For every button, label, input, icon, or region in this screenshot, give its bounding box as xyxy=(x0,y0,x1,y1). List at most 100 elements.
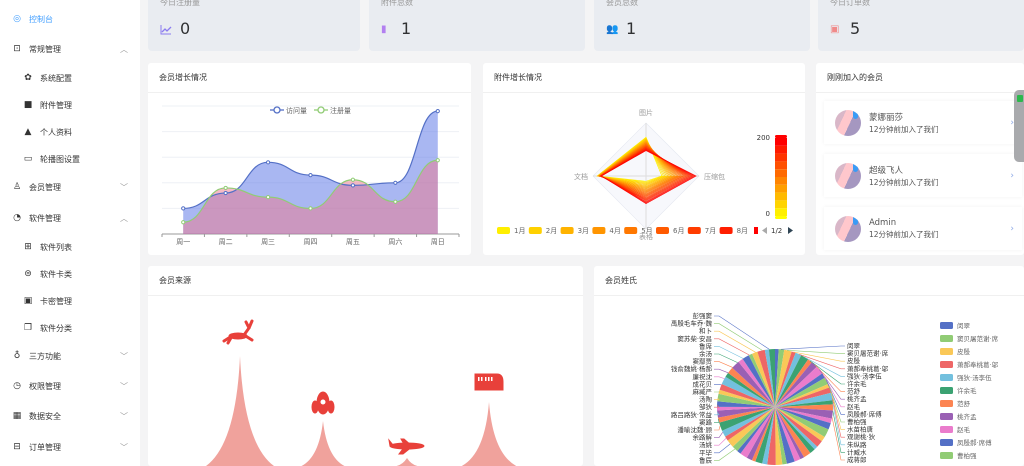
legend-marker[interactable] xyxy=(940,335,953,342)
legend-marker[interactable] xyxy=(940,426,953,433)
legend-marker[interactable] xyxy=(687,227,701,234)
pie-slice[interactable] xyxy=(719,407,775,431)
pie-slice[interactable] xyxy=(775,407,833,419)
data-point[interactable] xyxy=(181,206,186,211)
pie-slice[interactable] xyxy=(748,353,775,407)
data-point[interactable] xyxy=(265,195,271,200)
pie-slice[interactable] xyxy=(775,349,792,407)
legend-label[interactable]: 范舒 xyxy=(957,399,971,408)
sidebar-item[interactable]: ⊡ 常规管理 ︿ xyxy=(0,38,140,60)
pie-slice[interactable] xyxy=(746,407,775,461)
data-point[interactable] xyxy=(393,180,398,185)
sidebar-item[interactable]: ♙ 会员管理 ﹀ xyxy=(0,176,140,198)
pie-slice[interactable] xyxy=(740,407,775,458)
pie-slice[interactable] xyxy=(775,349,785,407)
pie-slice[interactable] xyxy=(732,407,775,451)
member-list-item[interactable]: 蒙娜丽莎 12分钟前加入了我们 › xyxy=(824,101,1022,144)
pie-slice[interactable] xyxy=(718,389,775,407)
legend-label[interactable]: 8月 xyxy=(737,227,748,235)
pie-slice[interactable] xyxy=(755,407,775,464)
pie-slice[interactable] xyxy=(775,407,815,453)
member-list-item[interactable]: 超级飞人 12分钟前加入了我们 › xyxy=(824,154,1022,197)
legend-label[interactable]: 皮殷 xyxy=(957,347,971,356)
pie-slice[interactable] xyxy=(757,349,775,407)
data-point[interactable] xyxy=(350,177,356,182)
legend-label[interactable]: 注册量 xyxy=(330,106,351,115)
pie-slice[interactable] xyxy=(775,366,823,407)
data-point[interactable] xyxy=(265,160,271,165)
visual-map-handle[interactable] xyxy=(775,216,787,219)
data-point[interactable] xyxy=(308,173,313,178)
legend-marker[interactable] xyxy=(317,106,325,114)
sidebar-item[interactable]: ⊟ 订单管理 ﹀ xyxy=(0,436,140,458)
floating-widget[interactable] xyxy=(1014,90,1024,162)
legend-label[interactable]: 强狄·汤李伍 xyxy=(957,373,992,382)
pictorial-bar[interactable] xyxy=(396,458,418,466)
legend-label[interactable]: 7月 xyxy=(705,227,716,235)
legend-marker[interactable] xyxy=(940,322,953,329)
pie-slice[interactable] xyxy=(775,383,830,407)
legend-label[interactable]: 2月 xyxy=(546,227,557,235)
pie-slice[interactable] xyxy=(717,407,775,423)
legend-label[interactable]: 4月 xyxy=(609,227,620,235)
legend-marker[interactable] xyxy=(940,452,953,459)
pictorial-bar[interactable] xyxy=(301,421,345,466)
sidebar-item[interactable]: ▲ 个人资料 xyxy=(0,121,140,143)
visual-map-handle[interactable] xyxy=(775,135,787,138)
legend-marker[interactable] xyxy=(592,227,606,234)
pie-slice[interactable] xyxy=(752,351,775,407)
legend-label[interactable]: 曹柏强 xyxy=(957,451,977,460)
pie-slice[interactable] xyxy=(775,407,831,430)
legend-label[interactable]: 1月 xyxy=(514,227,525,235)
legend-marker[interactable] xyxy=(528,227,542,234)
pie-slice[interactable] xyxy=(775,359,812,407)
legend-marker[interactable] xyxy=(656,227,669,234)
pie-slice[interactable] xyxy=(775,407,795,464)
legend-label[interactable]: 访问量 xyxy=(286,106,307,115)
legend-label[interactable]: 许余毛 xyxy=(957,386,977,395)
legend-marker[interactable] xyxy=(940,348,953,355)
pie-slice[interactable] xyxy=(775,407,801,462)
pie-slice[interactable] xyxy=(719,383,775,407)
pie-slice[interactable] xyxy=(742,355,775,407)
legend-next-icon[interactable] xyxy=(788,227,793,234)
legend-marker[interactable] xyxy=(940,361,953,368)
legend-label[interactable]: 5月 xyxy=(641,227,652,235)
pie-slice[interactable] xyxy=(762,407,775,465)
sidebar-item[interactable]: ▦ 数据安全 ﹀ xyxy=(0,405,140,427)
pie-slice[interactable] xyxy=(775,400,833,407)
data-point[interactable] xyxy=(181,220,186,225)
pie-slice[interactable] xyxy=(751,407,775,462)
member-list-item[interactable]: Admin 12分钟前加入了我们 › xyxy=(824,207,1022,250)
data-point[interactable] xyxy=(223,185,228,191)
legend-label[interactable]: 桃齐孟 xyxy=(957,412,977,421)
legend-marker[interactable] xyxy=(940,439,953,446)
pie-slice[interactable] xyxy=(717,406,775,411)
pie-slice[interactable] xyxy=(717,393,775,407)
legend-prev-icon[interactable] xyxy=(762,227,767,234)
data-point[interactable] xyxy=(223,190,228,196)
data-point[interactable] xyxy=(435,109,440,114)
pie-slice[interactable] xyxy=(721,376,775,407)
pie-slice[interactable] xyxy=(775,407,805,460)
pictorial-bar[interactable] xyxy=(206,356,274,466)
legend-marker[interactable] xyxy=(754,227,758,234)
pie-slice[interactable] xyxy=(775,351,796,407)
sidebar-item[interactable]: ❐ 软件分类 xyxy=(0,317,140,339)
legend-label[interactable]: 窦贝屠范谢·席 xyxy=(957,334,999,343)
pie-slice[interactable] xyxy=(738,358,775,407)
legend-marker[interactable] xyxy=(719,227,733,234)
pie-slice[interactable] xyxy=(775,404,833,411)
pie-slice[interactable] xyxy=(775,407,832,424)
pie-slice[interactable] xyxy=(775,392,833,407)
pie-slice[interactable] xyxy=(775,355,809,407)
pictorial-bar[interactable] xyxy=(461,402,517,466)
legend-label[interactable]: 6月 xyxy=(673,227,684,235)
pie-slice[interactable] xyxy=(775,407,825,442)
pie-slice[interactable] xyxy=(775,362,817,407)
legend-marker[interactable] xyxy=(940,413,953,420)
pie-slice[interactable] xyxy=(767,407,776,465)
pie-slice[interactable] xyxy=(775,373,826,407)
sidebar-item[interactable]: ◷ 权限管理 ﹀ xyxy=(0,375,140,397)
sidebar-item[interactable]: ♁ 三方功能 ﹀ xyxy=(0,345,140,367)
